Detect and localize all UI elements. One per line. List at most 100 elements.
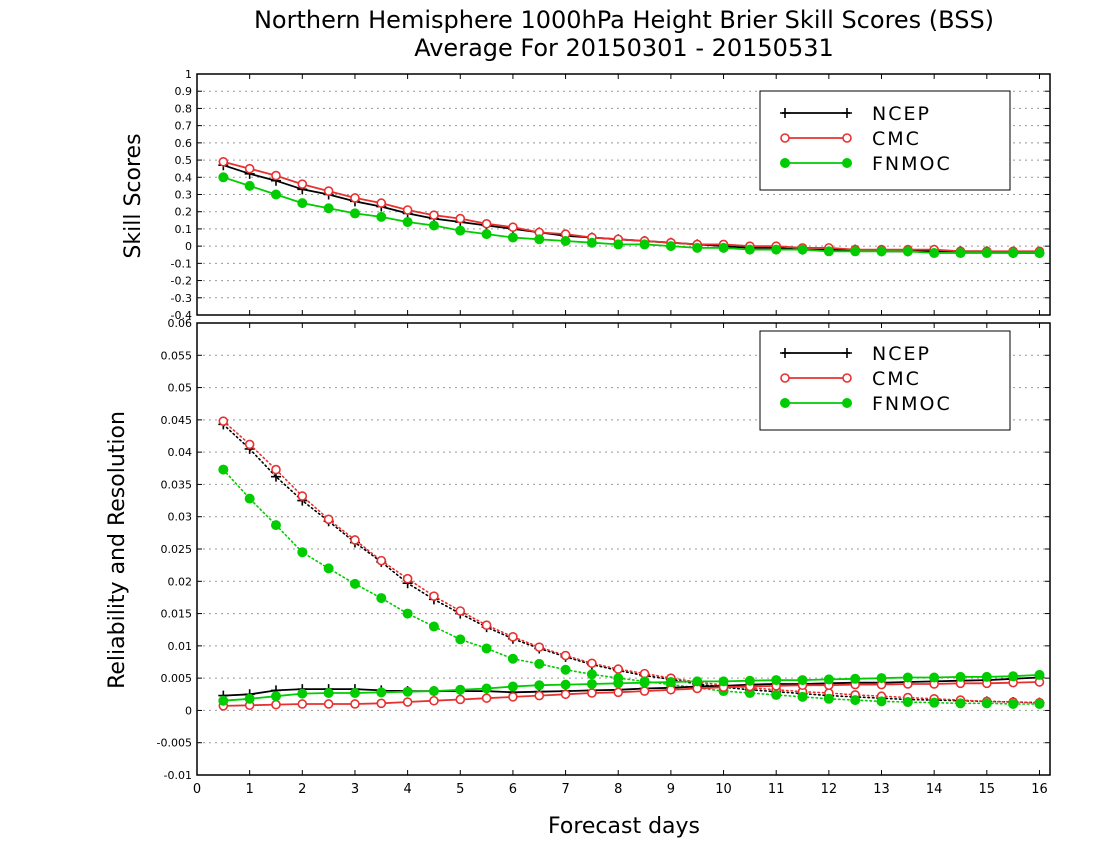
bottom-y-tick-label: 0.035 [161,478,193,491]
bottom-point-cmc [402,573,413,584]
top-point-fnmoc [481,229,492,240]
top-point-fnmoc [797,244,808,255]
top-point-fnmoc [218,172,229,183]
bottom-legend-marker-cmc [780,373,790,383]
x-tick-label: 7 [561,782,569,797]
top-point-cmc [297,179,308,189]
bottom-panel-y-axis-label: Reliability and Resolution [105,411,130,689]
bottom-point-fnmoc [823,693,834,704]
bottom-point-fnmoc [718,676,729,687]
top-point-cmc [508,222,518,233]
bottom-legend: NCEP CMC FNMOC [759,330,1011,431]
bottom-legend-marker-ncep [780,348,790,358]
top-point-cmc [218,156,229,167]
bottom-legend-marker-cmc [842,373,852,383]
x-tick-label: 1 [246,782,254,797]
top-point-fnmoc [981,248,992,259]
top-point-fnmoc [771,244,782,255]
top-point-cmc [271,170,281,181]
bottom-point-fnmoc [955,698,966,709]
bottom-y-tick-label: 0.01 [168,640,193,653]
top-y-tick-label: 0.9 [175,85,193,98]
bottom-point-fnmoc [323,563,334,574]
bottom-point-cmc [534,690,545,701]
top-y-tick-label: -0.4 [171,309,192,322]
top-point-fnmoc [323,203,334,214]
bottom-point-fnmoc [507,681,518,692]
bottom-point-fnmoc [850,695,861,706]
top-legend-marker-fnmoc [842,158,852,168]
top-point-cmc [402,205,413,215]
top-point-fnmoc [455,225,466,236]
bottom-point-fnmoc [481,643,492,654]
x-tick-label: 0 [193,782,201,797]
bottom-point-fnmoc [902,697,913,708]
bottom-point-cmc [271,464,281,475]
top-point-fnmoc [297,198,308,209]
bottom-y-tick-label: 0.015 [161,608,193,621]
bottom-point-cmc [271,699,281,710]
bottom-point-fnmoc [981,671,992,682]
top-y-tick-label: 0.2 [175,206,193,219]
top-panel-y-axis-label: Skill Scores [121,133,146,258]
top-legend-label-cmc: CMC [872,128,921,150]
bottom-point-fnmoc [797,675,808,686]
top-y-tick-label: 0.6 [175,137,193,150]
bottom-point-fnmoc [560,664,571,675]
bottom-y-tick-label: 0 [185,704,192,717]
bottom-point-fnmoc [507,653,518,664]
bottom-point-fnmoc [850,673,861,684]
bottom-point-cmc [560,650,571,661]
top-point-fnmoc [929,248,940,259]
top-point-fnmoc [586,237,597,248]
top-point-cmc [481,218,492,229]
top-point-cmc [323,186,334,196]
bottom-y-tick-label: 0.055 [161,349,193,362]
top-y-tick-label: 0.8 [175,102,193,115]
bottom-y-tick-label: 0.045 [161,414,193,427]
bottom-legend-box [759,330,1011,431]
reliability-resolution-panel: 0.060.0550.050.0450.040.0350.030.0250.02… [157,317,1051,797]
bottom-point-fnmoc [744,675,755,686]
bottom-legend-label-cmc: CMC [872,368,921,390]
bottom-point-fnmoc [665,677,676,688]
bottom-point-fnmoc [428,686,439,697]
bottom-point-fnmoc [1034,669,1045,680]
top-legend-label-ncep: NCEP [872,103,931,125]
bottom-point-cmc [508,632,518,642]
bottom-y-tick-label: 0.005 [161,672,193,685]
bottom-point-fnmoc [692,676,703,687]
top-point-fnmoc [692,242,703,253]
top-y-tick-label: 0.7 [175,120,193,133]
x-tick-label: 8 [614,782,622,797]
bottom-series-ncep-dotted [218,419,1045,708]
bottom-line-ncep-dotted [222,423,1041,704]
bottom-point-fnmoc [771,689,782,700]
x-tick-label: 13 [873,782,890,797]
bottom-point-cmc [350,535,360,545]
top-point-fnmoc [1008,248,1019,259]
top-point-cmc [350,193,360,203]
top-point-fnmoc [613,239,624,250]
top-point-fnmoc [376,211,387,222]
bottom-y-tick-label: -0.005 [157,737,192,750]
top-point-fnmoc [428,220,439,231]
bottom-point-cmc [481,693,492,703]
top-y-tick-label: 0.1 [175,223,193,236]
bottom-point-cmc [429,591,439,601]
bottom-point-fnmoc [902,672,913,683]
bottom-point-fnmoc [455,634,466,645]
bottom-line-fnmoc-dotted [222,468,1041,705]
chart-subtitle: Average For 20150301 - 20150531 [414,34,834,62]
top-point-fnmoc [639,239,650,250]
top-point-cmc [376,198,387,208]
top-point-fnmoc [718,242,729,253]
x-tick-label: 10 [715,782,732,797]
top-point-cmc [455,213,466,224]
bottom-point-fnmoc [586,669,597,680]
bottom-point-cmc [402,697,413,707]
top-point-fnmoc [507,232,518,243]
bottom-point-fnmoc [797,691,808,702]
top-point-cmc [244,163,255,174]
top-point-fnmoc [534,234,545,245]
